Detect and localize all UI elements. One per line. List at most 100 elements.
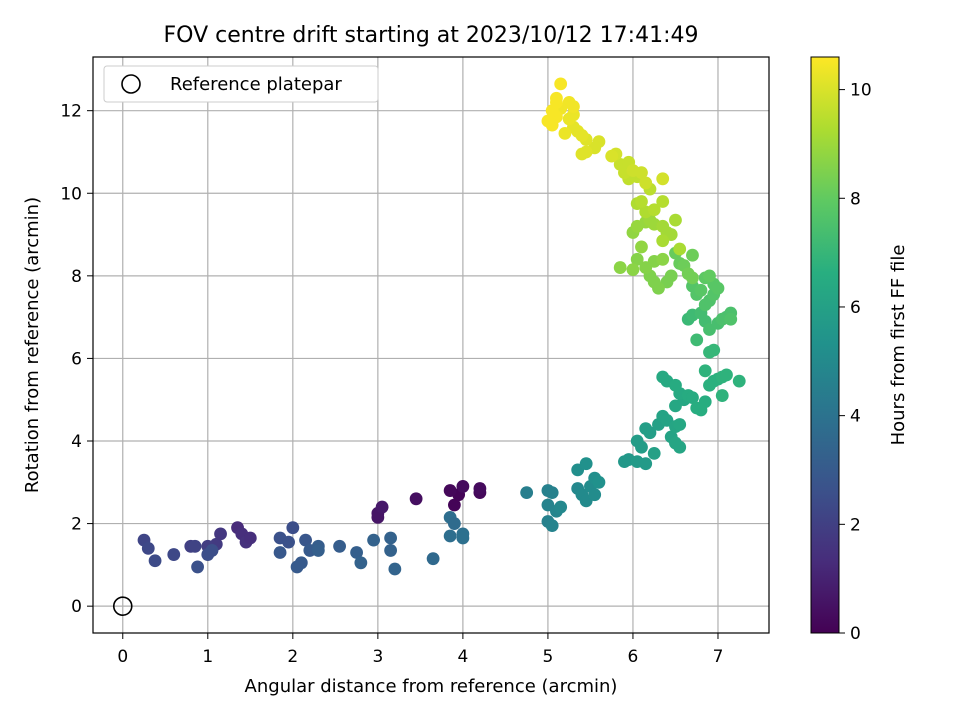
data-point xyxy=(311,544,325,557)
data-point xyxy=(656,172,670,186)
legend-entry-reference: Reference platepar xyxy=(170,74,342,95)
y-axis-label: Rotation from reference (arcmin) xyxy=(22,197,43,493)
data-point xyxy=(592,475,606,489)
data-point xyxy=(443,529,457,543)
data-point xyxy=(673,242,687,256)
legend-box xyxy=(103,65,379,103)
data-point xyxy=(605,149,619,163)
x-tick-label: 3 xyxy=(372,647,383,667)
data-point xyxy=(698,364,712,378)
data-point xyxy=(545,486,559,500)
data-point xyxy=(205,544,219,557)
colorbar-tick-label: 2 xyxy=(850,515,861,535)
data-point xyxy=(656,195,670,208)
data-point xyxy=(299,533,312,547)
data-point xyxy=(375,500,389,514)
data-point xyxy=(447,498,461,512)
data-point xyxy=(545,519,559,533)
data-point xyxy=(575,147,589,161)
data-point xyxy=(148,554,162,568)
data-point xyxy=(669,378,682,392)
data-point xyxy=(273,546,287,559)
y-tick-label: 8 xyxy=(71,267,82,287)
data-point xyxy=(686,391,699,405)
data-point xyxy=(613,261,627,274)
x-tick-label: 4 xyxy=(457,647,468,667)
data-point xyxy=(388,562,402,576)
data-point xyxy=(350,546,363,559)
data-point xyxy=(639,176,653,190)
data-point xyxy=(656,252,670,266)
y-tick-label: 6 xyxy=(71,349,82,369)
x-tick-label: 0 xyxy=(117,647,128,667)
data-point xyxy=(333,539,346,553)
data-point xyxy=(694,283,708,297)
data-point xyxy=(686,248,699,262)
data-point xyxy=(473,482,487,495)
y-tick-label: 4 xyxy=(71,432,82,452)
data-point xyxy=(550,91,563,105)
data-point xyxy=(409,492,423,506)
data-point xyxy=(669,213,682,227)
data-point xyxy=(720,368,733,382)
data-point xyxy=(588,488,602,502)
colorbar-gradient xyxy=(810,56,840,634)
data-point xyxy=(711,281,725,295)
data-point xyxy=(643,426,657,440)
data-point xyxy=(635,195,648,208)
data-point xyxy=(690,333,704,347)
data-point xyxy=(554,500,568,514)
colorbar-tick-label: 8 xyxy=(850,189,861,209)
data-point xyxy=(639,457,653,471)
data-point xyxy=(630,252,644,266)
data-point xyxy=(732,374,746,388)
data-point xyxy=(647,446,661,460)
x-tick-label: 5 xyxy=(543,647,554,667)
x-tick-label: 7 xyxy=(713,647,724,667)
y-tick-label: 10 xyxy=(60,184,82,204)
data-point xyxy=(554,77,568,91)
data-point xyxy=(686,271,699,285)
data-point xyxy=(167,548,181,561)
data-point xyxy=(384,531,398,545)
data-point xyxy=(635,440,648,454)
data-point xyxy=(579,457,593,471)
y-axis-ticks: 0 2 4 6 8 10 12 xyxy=(60,102,93,617)
colorbar-tick-label: 0 xyxy=(850,624,861,644)
data-point xyxy=(294,556,308,570)
data-point xyxy=(286,521,300,535)
data-point xyxy=(635,240,648,254)
data-point xyxy=(707,343,721,357)
x-axis-ticks: 0 1 2 3 4 5 6 7 xyxy=(117,633,723,667)
plot-area-frame xyxy=(92,56,770,634)
data-point xyxy=(703,269,716,283)
colorbar-label: Hours from first FF file xyxy=(888,245,909,446)
data-point xyxy=(647,203,661,217)
data-point xyxy=(426,552,440,566)
data-point xyxy=(558,126,572,140)
data-point xyxy=(214,527,227,541)
data-point xyxy=(545,118,559,132)
data-point xyxy=(724,312,738,326)
legend: Reference platepar xyxy=(103,65,379,103)
x-tick-label: 6 xyxy=(628,647,639,667)
data-point xyxy=(447,517,461,530)
colorbar-tick-label: 6 xyxy=(850,298,861,318)
y-tick-label: 0 xyxy=(71,597,82,617)
data-point xyxy=(520,486,534,500)
data-point xyxy=(141,541,155,555)
x-axis-label: Angular distance from reference (arcmin) xyxy=(245,676,618,697)
data-point xyxy=(367,533,381,547)
colorbar-tick-label: 4 xyxy=(850,407,861,427)
data-point xyxy=(354,556,368,570)
data-point xyxy=(698,395,712,409)
data-point xyxy=(656,234,670,248)
data-point xyxy=(715,389,729,402)
data-point xyxy=(191,560,204,574)
colorbar-tick-label: 10 xyxy=(850,81,872,101)
data-point xyxy=(282,535,295,549)
colorbar: 0 2 4 6 8 10 Hours from first FF file xyxy=(810,56,909,644)
data-point xyxy=(443,484,457,497)
